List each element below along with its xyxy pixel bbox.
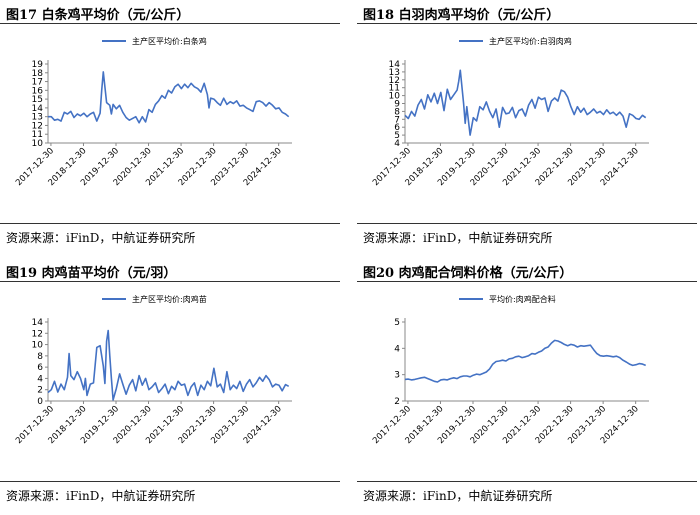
chart-source: 资源来源：iFinD，中航证券研究所 — [6, 231, 196, 245]
y-tick-label: 13 — [32, 113, 43, 123]
y-tick-label: 4 — [37, 374, 43, 384]
chart-legend: 平均价:肉鸡配合料 — [459, 294, 556, 304]
chart-source: 资源来源：iFinD，中航证券研究所 — [363, 489, 553, 503]
series-line — [48, 71, 290, 124]
y-tick-label: 10 — [32, 341, 44, 351]
series-line — [47, 329, 290, 401]
series-line — [404, 69, 647, 136]
legend-label: 主产区平均价:白羽肉鸡 — [489, 36, 572, 46]
y-tick-label: 19 — [32, 60, 44, 70]
y-tick-label: 10 — [389, 92, 401, 102]
y-tick-label: 3 — [394, 371, 400, 381]
chart-legend: 主产区平均价:白条鸡 — [102, 36, 207, 46]
chart-fig19: 主产区平均价:肉鸡苗024681012142017-12-302018-12-3… — [14, 294, 292, 446]
source-rule — [0, 223, 340, 224]
series-line — [404, 339, 647, 383]
chart-panel-fig20: 图20 肉鸡配合饲料价格（元/公斤） 平均价:肉鸡配合料 2 3 4 5 2017-12-… — [357, 258, 697, 515]
legend-label: 主产区平均价:白条鸡 — [132, 36, 207, 46]
y-tick-label: 6 — [37, 363, 43, 373]
y-tick-label: 2 — [37, 386, 43, 396]
y-tick-label: 14 — [389, 60, 401, 70]
title-rule — [357, 281, 697, 282]
legend-label: 主产区平均价:肉鸡苗 — [132, 294, 207, 304]
y-tick-label: 10 — [32, 139, 44, 149]
title-rule — [357, 23, 697, 24]
y-tick-label: 12 — [32, 329, 43, 339]
chart-title: 图20 肉鸡配合饲料价格（元/公斤） — [363, 266, 573, 281]
chart-fig17: 主产区平均价:白条鸡101112131415161718192017-12-30… — [14, 36, 292, 188]
chart-legend: 主产区平均价:肉鸡苗 — [102, 294, 207, 304]
y-tick-label: 12 — [389, 76, 400, 86]
y-tick-label: 11 — [32, 130, 43, 140]
y-tick-label: 14 — [32, 104, 44, 114]
y-tick-label: 13 — [389, 68, 400, 78]
source-rule — [357, 481, 697, 482]
y-tick-label: 8 — [394, 107, 400, 117]
y-tick-label: 12 — [32, 121, 43, 131]
chart-source: 资源来源：iFinD，中航证券研究所 — [6, 489, 196, 503]
chart-panel-fig17: 图17 白条鸡平均价（元/公斤） 主产区平均价:白条鸡 10 11 12 13 14 15 1… — [0, 0, 340, 257]
y-tick-label: 15 — [32, 95, 43, 105]
y-tick-label: 9 — [394, 100, 400, 110]
y-tick-label: 8 — [37, 352, 43, 362]
chart-fig20: 平均价:肉鸡配合料23452017-12-302018-12-302019-12… — [371, 294, 649, 446]
y-tick-label: 7 — [394, 115, 400, 125]
source-rule — [0, 481, 340, 482]
y-tick-label: 16 — [32, 86, 44, 96]
chart-title: 图18 白羽肉鸡平均价（元/公斤） — [363, 8, 560, 23]
y-tick-label: 4 — [394, 139, 400, 149]
y-tick-label: 0 — [37, 397, 43, 407]
y-tick-label: 6 — [394, 123, 400, 133]
chart-fig18: 主产区平均价:白羽肉鸡45678910111213142017-12-30201… — [371, 36, 649, 188]
y-tick-label: 2 — [394, 397, 400, 407]
chart-title: 图19 肉鸡苗平均价（元/羽） — [6, 266, 177, 281]
source-rule — [357, 223, 697, 224]
y-tick-label: 4 — [394, 344, 400, 354]
y-tick-label: 5 — [394, 131, 400, 141]
chart-title: 图17 白条鸡平均价（元/公斤） — [6, 8, 190, 23]
title-rule — [0, 281, 340, 282]
legend-label: 平均价:肉鸡配合料 — [489, 294, 556, 304]
chart-legend: 主产区平均价:白羽肉鸡 — [459, 36, 572, 46]
y-tick-label: 17 — [32, 78, 43, 88]
chart-panel-fig19: 图19 肉鸡苗平均价（元/羽） 主产区平均价:肉鸡苗 0 2 4 6 8 10 12 14 201… — [0, 258, 340, 515]
chart-source: 资源来源：iFinD，中航证券研究所 — [363, 231, 553, 245]
y-tick-label: 11 — [389, 84, 400, 94]
y-tick-label: 14 — [32, 318, 44, 328]
chart-panel-fig18: 图18 白羽肉鸡平均价（元/公斤） 主产区平均价:白羽肉鸡 4 5 6 7 8 9 10 11 1… — [357, 0, 697, 257]
y-tick-label: 18 — [32, 69, 44, 79]
y-tick-label: 5 — [394, 318, 400, 328]
title-rule — [0, 23, 340, 24]
